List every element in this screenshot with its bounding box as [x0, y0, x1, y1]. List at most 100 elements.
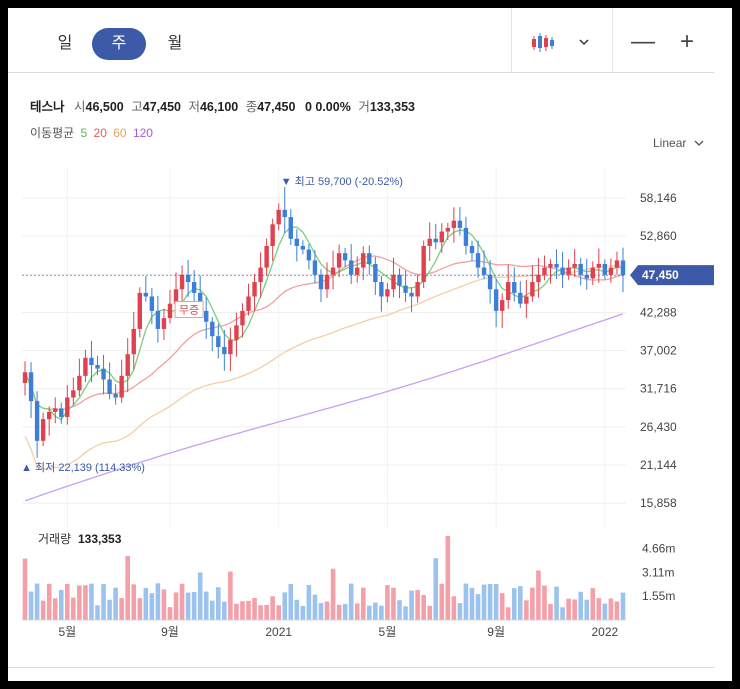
volume-bar	[463, 583, 469, 620]
low-label: 저	[188, 100, 200, 114]
candlestick-icon[interactable]	[530, 32, 556, 54]
candle-body	[506, 282, 511, 301]
volume-bar	[409, 590, 414, 620]
quote-summary: 테스나 시46,500 고47,450 저46,100 종47,450 0 0.…	[30, 96, 415, 115]
volume-tick-label: 1.55m	[642, 589, 675, 603]
candle-body	[566, 267, 571, 275]
candle-body	[542, 267, 547, 275]
ma-20-label[interactable]: 20	[93, 126, 107, 140]
volume-bar	[300, 605, 306, 620]
scale-mode-select[interactable]: Linear	[653, 136, 704, 150]
ma-120-line	[24, 313, 624, 502]
volume-bar	[348, 583, 354, 620]
ma-60-label[interactable]: 60	[113, 126, 127, 140]
candle-body	[59, 408, 64, 418]
candle-body	[608, 267, 614, 275]
volume-bar	[584, 599, 590, 620]
candle-body	[246, 296, 251, 311]
tab-month[interactable]: 월	[167, 35, 183, 52]
candle-body	[499, 300, 505, 311]
volume-bar	[451, 596, 457, 620]
min-price-label: ▲ 최저 22,139 (114.33%)	[21, 461, 145, 474]
volume-bars: 거래량 133,353 4.66m 3.11m 1.55m	[22, 528, 675, 621]
volume-bar	[469, 587, 475, 620]
candlestick-chart[interactable]: 거래량 133,353 4.66m 3.11m 1.55m 58,146 52,860 47…	[8, 8, 732, 668]
candle-body	[403, 285, 408, 293]
candle-body	[161, 318, 167, 329]
price-tick-label: 21,144	[640, 458, 677, 472]
volume-bar	[336, 604, 342, 620]
candle-body	[524, 296, 529, 304]
chart-panel: 일 주 월 — + 테스나 시46,500 고47,450 저46,100 종4…	[8, 8, 732, 681]
volume-value: 133,353	[369, 100, 416, 114]
candle-body	[463, 227, 469, 246]
candle-body	[300, 245, 306, 250]
candle-body	[409, 292, 414, 297]
zoom-in-button[interactable]: +	[680, 28, 695, 55]
volume-tick-label: 3.11m	[642, 565, 674, 579]
candle-body	[361, 253, 366, 268]
volume-value: 133,353	[78, 532, 122, 546]
volume-bar	[149, 593, 155, 620]
high-value: 47,450	[142, 100, 181, 114]
volume-bar	[294, 599, 300, 620]
volume-bar	[191, 591, 197, 620]
candle-body	[578, 263, 583, 275]
candle-body	[95, 365, 100, 369]
candle-body	[572, 263, 577, 268]
candle-body	[415, 282, 420, 297]
time-tick-label: 5월	[379, 625, 397, 639]
volume-bar	[360, 587, 366, 620]
current-price-tag	[630, 265, 714, 286]
candle-body	[173, 289, 179, 304]
candle-body	[475, 253, 481, 268]
candle-body	[22, 372, 28, 384]
low-value: 46,100	[199, 100, 239, 114]
volume-bar	[536, 570, 541, 620]
volume-bar	[602, 603, 608, 620]
volume-bar	[228, 571, 233, 620]
volume-bar	[560, 607, 565, 620]
volume-bar	[131, 584, 137, 620]
volume-bar	[608, 598, 614, 620]
candle-body	[294, 238, 300, 246]
tab-week[interactable]: 주	[92, 28, 146, 60]
candle-body	[602, 263, 608, 275]
volume-bar	[161, 589, 167, 620]
candle-body	[590, 267, 595, 279]
volume-bar	[173, 592, 179, 620]
volume-bar	[167, 607, 173, 620]
volume-bar	[312, 594, 318, 620]
volume-bar	[578, 591, 583, 620]
volume-bar	[155, 583, 161, 620]
candle-body	[149, 296, 155, 311]
ma-5-label[interactable]: 5	[80, 126, 88, 140]
volume-bar	[505, 607, 511, 620]
volume-bar	[222, 601, 227, 620]
ma-legend-label: 이동평균	[30, 126, 75, 140]
volume-bar	[385, 585, 390, 620]
price-tick-label: 26,430	[640, 420, 677, 434]
candle-body	[548, 263, 553, 268]
candle-body	[28, 372, 34, 402]
volume-bar	[234, 603, 239, 620]
volume-bar	[258, 605, 263, 620]
ma-120-label[interactable]: 120	[132, 126, 153, 140]
volume-bar	[143, 588, 149, 620]
ma-20-line	[24, 255, 624, 411]
candle-body	[131, 328, 136, 355]
volume-bar	[179, 583, 185, 620]
volume-bar	[403, 606, 408, 620]
scale-mode-label: Linear	[653, 136, 687, 150]
toolbar-divider	[511, 8, 512, 72]
volume-bar	[367, 605, 372, 620]
volume-bar	[493, 583, 499, 620]
candle-body	[65, 397, 70, 418]
annotations: ▼ 최고 59,700 (-20.52%) ▲ 최저 22,139 (114.33…	[21, 175, 714, 474]
tab-day[interactable]: 일	[57, 35, 73, 52]
max-price-label: ▼ 최고 59,700 (-20.52%)	[281, 175, 403, 188]
chevron-down-icon[interactable]	[579, 39, 589, 46]
bottom-divider	[8, 667, 714, 668]
zoom-out-button[interactable]: —	[631, 28, 655, 55]
candle-body	[427, 238, 432, 246]
